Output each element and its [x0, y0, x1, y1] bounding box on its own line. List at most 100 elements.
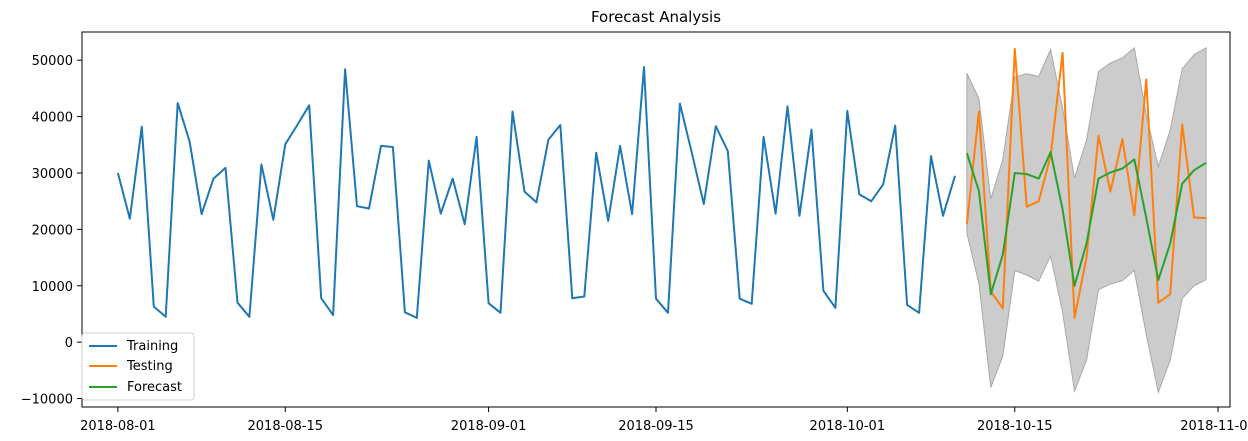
data-point-training: [117, 172, 119, 174]
data-point-training: [464, 223, 466, 225]
data-point-training: [260, 164, 262, 166]
data-point-training: [392, 146, 394, 148]
data-point-training: [870, 200, 872, 202]
data-point-forecast: [1205, 162, 1207, 164]
data-point-training: [452, 178, 454, 180]
data-point-forecast: [966, 152, 968, 154]
data-point-testing: [1181, 124, 1183, 126]
data-point-forecast: [1133, 158, 1135, 160]
data-point-testing: [1002, 307, 1004, 309]
data-point-testing: [1205, 217, 1207, 219]
data-point-training: [763, 136, 765, 138]
y-tick-label: −10000: [21, 393, 73, 408]
x-tick-label: 2018-09-15: [618, 419, 694, 434]
series-training: [116, 66, 956, 319]
data-point-training: [320, 297, 322, 299]
data-point-training: [655, 298, 657, 300]
x-tick-label: 2018-10-01: [810, 419, 886, 434]
data-point-training: [715, 125, 717, 127]
data-point-testing: [1133, 214, 1135, 216]
data-point-testing: [1014, 48, 1016, 50]
data-point-training: [727, 150, 729, 152]
data-point-forecast: [1026, 173, 1028, 175]
y-tick-label: 40000: [32, 111, 73, 126]
chart-title: Forecast Analysis: [591, 8, 721, 26]
data-point-training: [344, 68, 346, 70]
data-point-training: [547, 139, 549, 141]
data-point-forecast: [1002, 254, 1004, 256]
data-point-training: [153, 306, 155, 308]
y-tick-label: 50000: [32, 54, 73, 69]
x-tick-label: 2018-08-15: [248, 419, 324, 434]
data-point-testing: [1026, 206, 1028, 208]
data-point-forecast: [1169, 243, 1171, 245]
data-point-training: [583, 296, 585, 298]
data-point-forecast: [1098, 178, 1100, 180]
legend: Training Testing Forecast: [81, 332, 195, 401]
data-point-testing: [1098, 135, 1100, 137]
data-point-forecast: [1014, 172, 1016, 174]
data-point-training: [811, 129, 813, 131]
data-point-training: [559, 124, 561, 126]
data-point-training: [284, 143, 286, 145]
data-point-training: [691, 152, 693, 154]
x-tick-label: 2018-11-01: [1180, 419, 1248, 434]
data-point-training: [775, 213, 777, 215]
data-point-training: [416, 317, 418, 319]
data-point-training: [882, 183, 884, 185]
data-point-testing: [1038, 200, 1040, 202]
data-point-training: [524, 191, 526, 193]
data-point-training: [858, 193, 860, 195]
data-point-training: [822, 290, 824, 292]
data-point-training: [703, 203, 705, 205]
data-point-forecast: [1157, 279, 1159, 281]
y-tick-label: 30000: [32, 167, 73, 182]
y-tick-label: 0: [65, 336, 73, 351]
data-point-training: [643, 66, 645, 68]
data-point-training: [428, 160, 430, 162]
data-point-training: [787, 105, 789, 107]
data-point-training: [619, 145, 621, 147]
data-point-training: [679, 103, 681, 105]
data-point-training: [213, 178, 215, 180]
data-point-testing: [1157, 302, 1159, 304]
data-point-testing: [1074, 317, 1076, 319]
data-point-training: [942, 215, 944, 217]
data-point-training: [368, 208, 370, 210]
data-point-training: [488, 302, 490, 304]
y-tick-label: 10000: [32, 280, 73, 295]
y-axis-ticks: −10000 0 10000 20000 30000 40000 50000: [21, 54, 82, 408]
data-point-testing: [1145, 78, 1147, 80]
data-point-forecast: [1181, 183, 1183, 185]
series-layer: [116, 47, 1207, 319]
data-point-training: [846, 110, 848, 112]
data-point-testing: [1109, 191, 1111, 193]
data-point-training: [799, 215, 801, 217]
data-point-forecast: [990, 293, 992, 295]
data-point-forecast: [1121, 168, 1123, 170]
legend-label-forecast: Forecast: [127, 380, 182, 395]
data-point-training: [751, 303, 753, 305]
data-point-training: [165, 316, 167, 318]
data-point-training: [237, 302, 239, 304]
confidence-interval-layer: [966, 46, 1207, 395]
data-point-training: [500, 312, 502, 314]
x-tick-label: 2018-09-01: [451, 419, 527, 434]
x-axis-ticks: 2018-08-01 2018-08-15 2018-09-01 2018-09-15…: [80, 407, 1248, 434]
data-point-training: [930, 155, 932, 157]
data-point-testing: [1062, 52, 1064, 54]
legend-box: [81, 332, 195, 401]
data-point-training: [189, 140, 191, 142]
data-point-training: [906, 304, 908, 306]
data-point-forecast: [978, 190, 980, 192]
data-point-training: [894, 125, 896, 127]
data-point-forecast: [1145, 217, 1147, 219]
data-point-training: [918, 312, 920, 314]
legend-label-training: Training: [126, 339, 178, 354]
y-tick-label: 20000: [32, 223, 73, 238]
data-point-training: [404, 311, 406, 313]
data-point-testing: [978, 111, 980, 113]
data-point-training: [739, 298, 741, 300]
